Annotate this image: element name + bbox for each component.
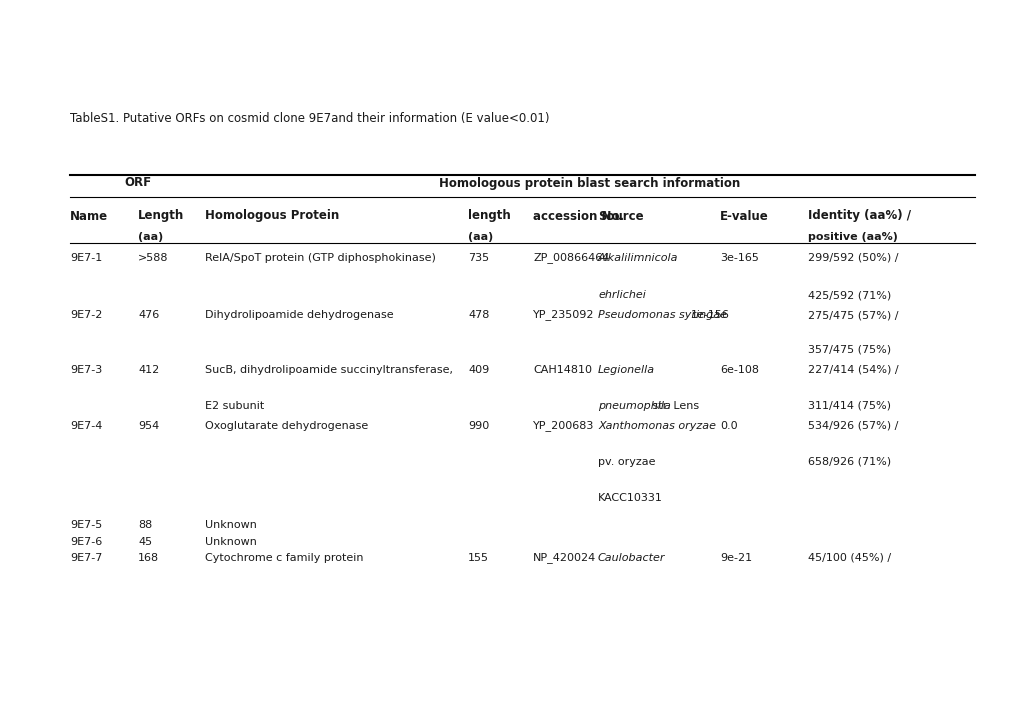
Text: 658/926 (71%): 658/926 (71%) — [807, 457, 891, 467]
Text: 9E7-3: 9E7-3 — [70, 365, 102, 375]
Text: 299/592 (50%) /: 299/592 (50%) / — [807, 253, 898, 263]
Text: TableS1. Putative ORFs on cosmid clone 9E7and their information (E value<0.01): TableS1. Putative ORFs on cosmid clone 9… — [70, 112, 549, 125]
Text: YP_200683: YP_200683 — [533, 420, 594, 431]
Text: YP_235092: YP_235092 — [533, 310, 594, 320]
Text: 9E7-1: 9E7-1 — [70, 253, 102, 263]
Text: 412: 412 — [138, 365, 159, 375]
Text: 9E7-7: 9E7-7 — [70, 553, 102, 563]
Text: RelA/SpoT protein (GTP diphosphokinase): RelA/SpoT protein (GTP diphosphokinase) — [205, 253, 435, 263]
Text: str. Lens: str. Lens — [648, 401, 699, 411]
Text: 735: 735 — [468, 253, 489, 263]
Text: 155: 155 — [468, 553, 488, 563]
Text: 9E7-5: 9E7-5 — [70, 520, 102, 530]
Text: Cytochrome c family protein: Cytochrome c family protein — [205, 553, 363, 563]
Text: 88: 88 — [138, 520, 152, 530]
Text: 227/414 (54%) /: 227/414 (54%) / — [807, 365, 898, 375]
Text: Homologous protein blast search information: Homologous protein blast search informat… — [439, 176, 740, 189]
Text: 990: 990 — [468, 421, 489, 431]
Text: E2 subunit: E2 subunit — [205, 401, 264, 411]
Text: 9E7-6: 9E7-6 — [70, 537, 102, 547]
Text: KACC10331: KACC10331 — [597, 493, 662, 503]
Text: Caulobacter: Caulobacter — [597, 553, 664, 563]
Text: Alkalilimnicola: Alkalilimnicola — [597, 253, 678, 263]
Text: 478: 478 — [468, 310, 489, 320]
Text: pneumophila: pneumophila — [597, 401, 671, 411]
Text: 45: 45 — [138, 537, 152, 547]
Text: 168: 168 — [138, 553, 159, 563]
Text: 954: 954 — [138, 421, 159, 431]
Text: 357/475 (75%): 357/475 (75%) — [807, 345, 891, 355]
Text: Xanthomonas oryzae: Xanthomonas oryzae — [597, 421, 715, 431]
Text: ZP_00866464: ZP_00866464 — [533, 253, 608, 264]
Text: pv. oryzae: pv. oryzae — [597, 457, 655, 467]
Text: NP_420024: NP_420024 — [533, 552, 596, 564]
Text: 409: 409 — [468, 365, 489, 375]
Text: 9E7-2: 9E7-2 — [70, 310, 102, 320]
Text: 6e-108: 6e-108 — [719, 365, 758, 375]
Text: ORF: ORF — [124, 176, 151, 189]
Text: Oxoglutarate dehydrogenase: Oxoglutarate dehydrogenase — [205, 421, 368, 431]
Text: 3e-165: 3e-165 — [719, 253, 758, 263]
Text: SucB, dihydrolipoamide succinyltransferase,: SucB, dihydrolipoamide succinyltransfera… — [205, 365, 452, 375]
Text: 9e-21: 9e-21 — [719, 553, 751, 563]
Text: (aa): (aa) — [468, 232, 493, 242]
Text: Legionella: Legionella — [597, 365, 654, 375]
Text: Unknown: Unknown — [205, 520, 257, 530]
Text: Length: Length — [138, 210, 184, 222]
Text: 534/926 (57%) /: 534/926 (57%) / — [807, 421, 898, 431]
Text: 476: 476 — [138, 310, 159, 320]
Text: Dihydrolipoamide dehydrogenase: Dihydrolipoamide dehydrogenase — [205, 310, 393, 320]
Text: 9E7-4: 9E7-4 — [70, 421, 102, 431]
Text: Source: Source — [597, 210, 643, 222]
Text: Homologous Protein: Homologous Protein — [205, 210, 339, 222]
Text: CAH14810: CAH14810 — [533, 365, 591, 375]
Text: >588: >588 — [138, 253, 168, 263]
Text: 1e-156: 1e-156 — [690, 310, 730, 320]
Text: 311/414 (75%): 311/414 (75%) — [807, 401, 891, 411]
Text: Name: Name — [70, 210, 108, 222]
Text: 0.0: 0.0 — [719, 421, 737, 431]
Text: accession No.: accession No. — [533, 210, 624, 222]
Text: Identity (aa%) /: Identity (aa%) / — [807, 210, 910, 222]
Text: ehrlichei: ehrlichei — [597, 290, 645, 300]
Text: E-value: E-value — [719, 210, 768, 222]
Text: 425/592 (71%): 425/592 (71%) — [807, 290, 891, 300]
Text: (aa): (aa) — [138, 232, 163, 242]
Text: length: length — [468, 210, 511, 222]
Text: Unknown: Unknown — [205, 537, 257, 547]
Text: 45/100 (45%) /: 45/100 (45%) / — [807, 553, 891, 563]
Text: positive (aa%): positive (aa%) — [807, 232, 897, 242]
Text: 275/475 (57%) /: 275/475 (57%) / — [807, 310, 898, 320]
Text: Pseudomonas syringae: Pseudomonas syringae — [597, 310, 727, 320]
